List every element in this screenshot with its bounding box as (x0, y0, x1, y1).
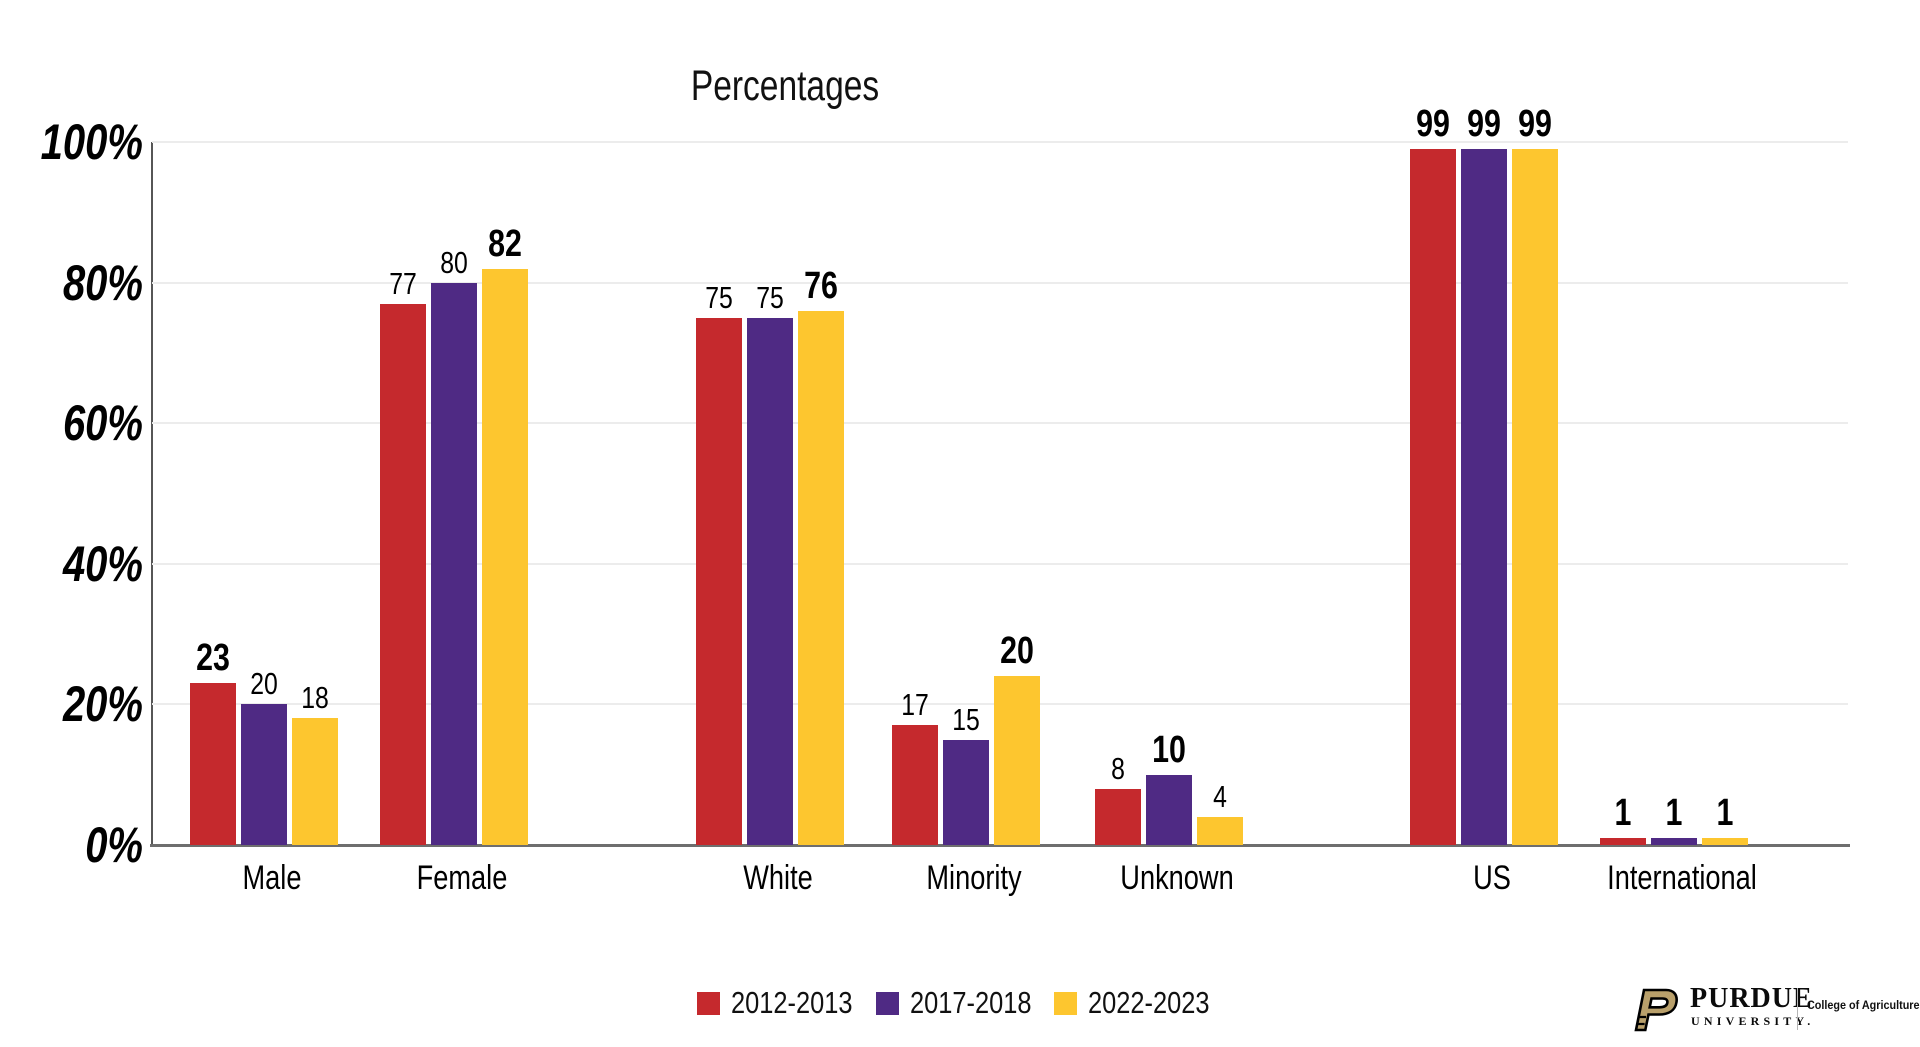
bar-value-label: 4 (1213, 778, 1227, 814)
chart-title: Percentages (690, 62, 880, 110)
brand-divider (1797, 988, 1798, 1030)
bar-white-2017-2018 (747, 317, 793, 845)
bar-us-2017-2018 (1461, 149, 1507, 845)
purdue-university-text: UNIVERSITY. (1691, 1014, 1815, 1028)
bar-value-label: 76 (804, 264, 838, 307)
bar-value-label: 1 (1614, 791, 1632, 834)
bar-international-2017-2018 (1651, 837, 1697, 845)
bar-value-label: 99 (1518, 103, 1552, 146)
x-axis-category-label: Unknown (1120, 859, 1234, 897)
bar-value-label: 18 (301, 680, 329, 716)
x-axis-baseline (150, 844, 1850, 847)
bar-male-2022-2023 (292, 718, 338, 845)
y-axis-tick-label: 0% (85, 817, 143, 873)
x-axis-category-label: Male (242, 859, 302, 897)
bar-value-label: 99 (1416, 103, 1450, 146)
legend-item: 2017-2018 (876, 985, 1058, 1020)
bar-white-2012-2013 (696, 317, 742, 845)
bar-value-label: 1 (1665, 791, 1683, 834)
bar-unknown-2022-2023 (1197, 816, 1243, 845)
bar-minority-2012-2013 (892, 725, 938, 845)
legend-item: 2012-2013 (697, 985, 879, 1020)
x-axis-category-label: US (1473, 859, 1511, 897)
bar-value-label: 8 (1111, 750, 1125, 786)
legend-swatch-2022-2023 (1054, 991, 1077, 1015)
x-axis-category-label: White (743, 859, 813, 897)
bar-unknown-2017-2018 (1146, 774, 1192, 845)
purdue-logo: PURDUE UNIVERSITY. College of Agricultur… (1620, 980, 1920, 1040)
bar-international-2022-2023 (1702, 837, 1748, 845)
gridline (152, 141, 1848, 143)
college-of-agriculture-text: College of Agriculture (1807, 1000, 1920, 1012)
bar-us-2022-2023 (1512, 149, 1558, 845)
bar-value-label: 20 (250, 666, 278, 702)
bar-female-2012-2013 (380, 303, 426, 845)
bar-value-label: 99 (1467, 103, 1501, 146)
gridline (152, 422, 1848, 425)
bar-minority-2022-2023 (994, 676, 1040, 845)
legend-label: 2012-2013 (731, 985, 853, 1020)
x-axis-category-label: International (1607, 859, 1757, 897)
gridline (152, 562, 1848, 565)
bar-value-label: 23 (196, 637, 230, 680)
legend-label: 2022-2023 (1088, 985, 1210, 1020)
legend-label: 2017-2018 (910, 985, 1032, 1020)
bar-female-2022-2023 (482, 268, 528, 845)
x-axis-category-label: Minority (926, 859, 1022, 897)
bar-female-2017-2018 (431, 282, 477, 845)
bar-value-label: 10 (1152, 728, 1186, 771)
bar-value-label: 17 (901, 687, 929, 723)
bar-white-2022-2023 (798, 310, 844, 845)
bar-male-2017-2018 (241, 704, 287, 845)
purdue-wordmark: PURDUE (1690, 983, 1813, 1014)
bar-unknown-2012-2013 (1095, 788, 1141, 845)
y-axis-line (151, 142, 153, 845)
bar-value-label: 75 (756, 279, 784, 315)
y-axis-tick-label: 80% (62, 254, 143, 311)
bar-minority-2017-2018 (943, 739, 989, 845)
y-axis-tick-label: 40% (62, 535, 143, 592)
bar-value-label: 15 (952, 701, 980, 737)
bar-value-label: 20 (1000, 630, 1034, 673)
bar-us-2012-2013 (1410, 149, 1456, 845)
y-axis-tick-label: 20% (62, 676, 143, 733)
bar-male-2012-2013 (190, 683, 236, 845)
bar-value-label: 82 (488, 222, 522, 265)
bar-value-label: 77 (389, 265, 417, 301)
bar-value-label: 75 (705, 279, 733, 315)
legend-swatch-2017-2018 (876, 991, 899, 1015)
bar-value-label: 80 (440, 244, 468, 280)
x-axis-category-label: Female (416, 859, 508, 897)
gridline (152, 281, 1848, 284)
legend-item: 2022-2023 (1054, 985, 1236, 1020)
bar-value-label: 1 (1716, 791, 1734, 834)
purdue-p-icon (1634, 988, 1678, 1032)
bar-international-2012-2013 (1600, 837, 1646, 845)
legend-swatch-2012-2013 (697, 991, 720, 1015)
y-axis-tick-label: 60% (62, 395, 143, 452)
y-axis-tick-label: 100% (40, 114, 143, 170)
